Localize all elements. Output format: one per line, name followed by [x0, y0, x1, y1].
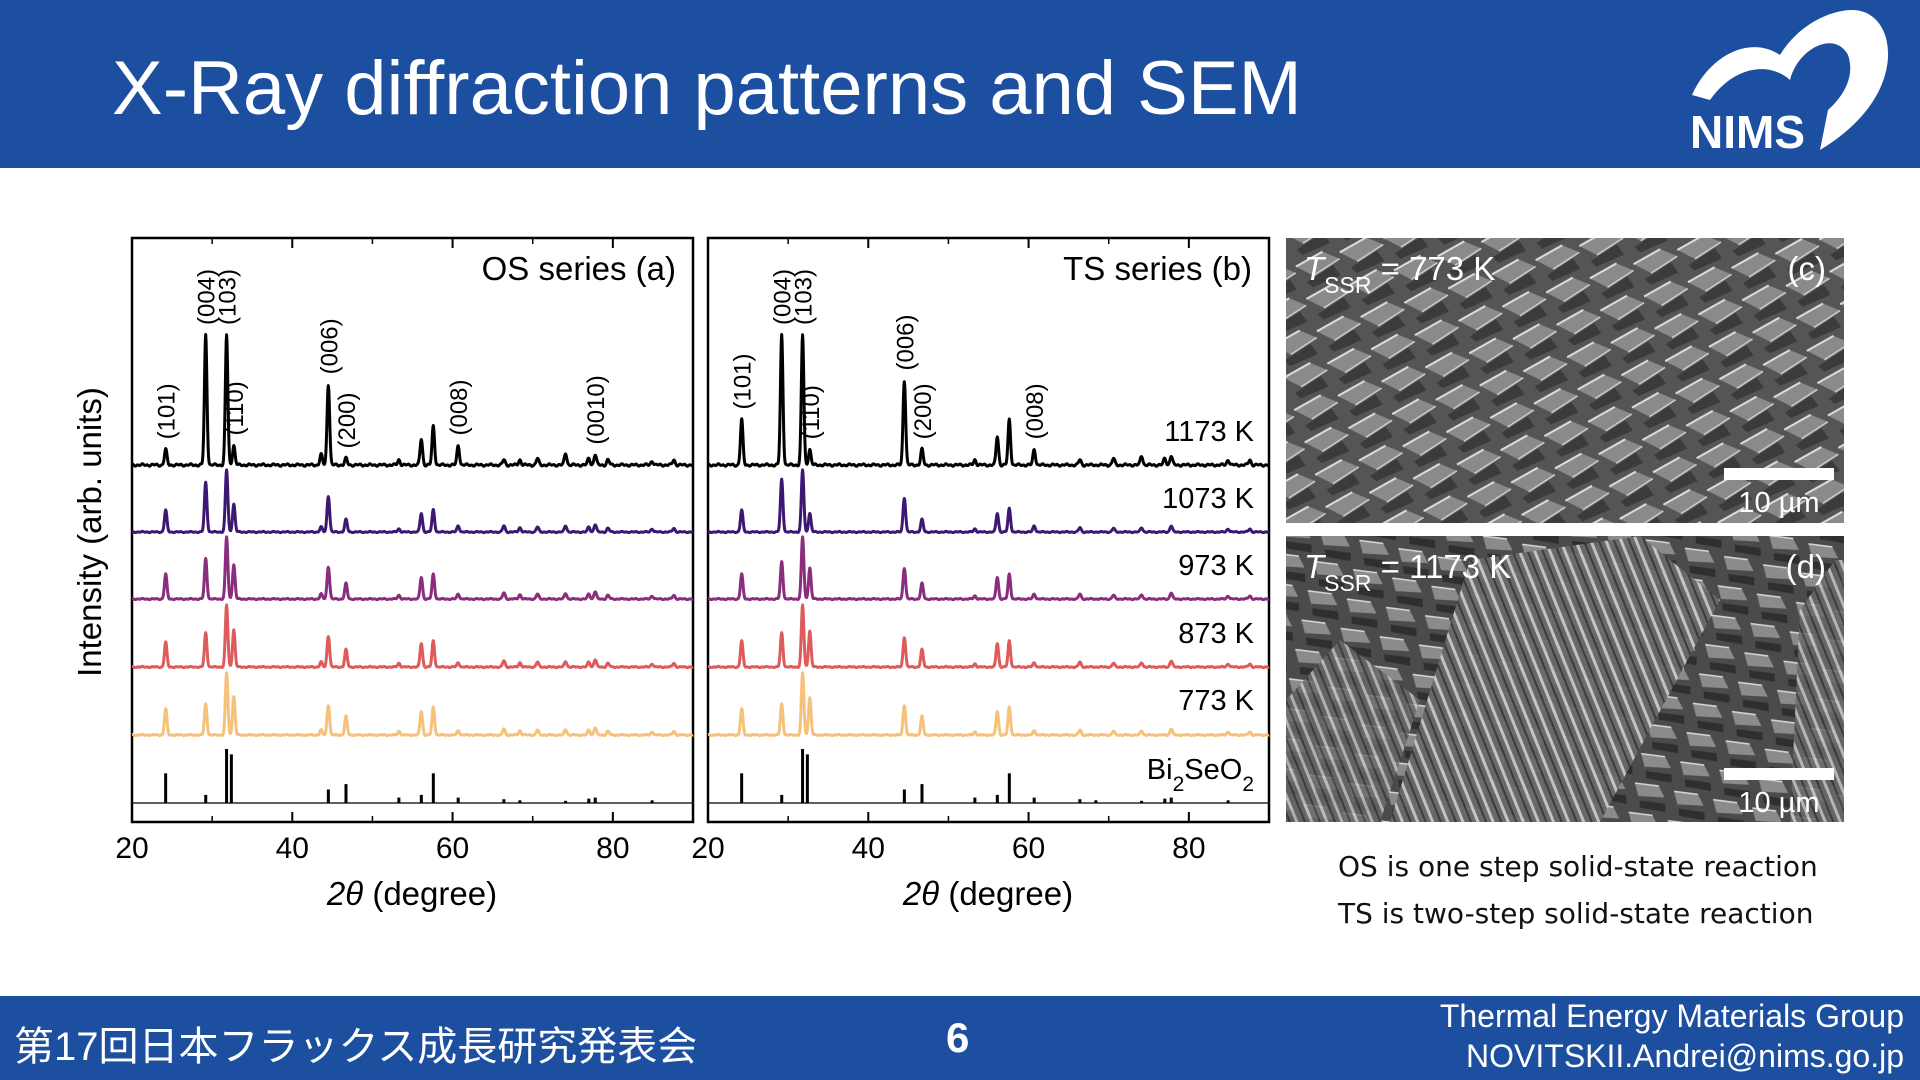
- peak-label: (103): [791, 269, 818, 325]
- note-os: OS is one step solid-state reaction: [1338, 850, 1818, 883]
- xrd-figure: Intensity (arb. units) 20 40 60 80 (101) (004…: [71, 236, 1844, 912]
- x-tick-label: 80: [1172, 832, 1205, 865]
- panel-b-label: TS series (b): [1063, 250, 1252, 287]
- panel-a: 20 40 60 80 (101) (004)(103) (110) (006) (200) (0…: [115, 238, 695, 865]
- x-tick-label: 60: [1012, 832, 1045, 865]
- x-tick-label: 80: [596, 832, 629, 865]
- scale-bar-d: [1724, 768, 1834, 780]
- xrd-trace-a-1: [130, 468, 695, 535]
- peak-label: (110): [222, 381, 249, 435]
- peak-label: (103): [215, 269, 242, 325]
- peak-label: (200): [334, 392, 361, 448]
- scale-label-d: 10 µm: [1738, 787, 1819, 819]
- xrd-trace-a-4: [130, 671, 695, 738]
- panel-a-label: OS series (a): [482, 250, 676, 287]
- nims-logo: NIMS: [1690, 10, 1889, 158]
- peak-label: (101): [730, 353, 757, 409]
- xrd-trace-b-0: [706, 333, 1271, 468]
- logo-text: NIMS: [1690, 106, 1805, 158]
- x-tick-label: 40: [276, 832, 309, 865]
- reference-label: Bi2SeO2: [1147, 754, 1254, 796]
- email: NOVITSKII.Andrei@nims.go.jp: [1466, 1038, 1904, 1074]
- xrd-trace-b-1: [706, 468, 1271, 535]
- conference-name: 第17回日本フラックス成長研究発表会: [14, 1025, 698, 1069]
- x-tick-label: 20: [115, 832, 148, 865]
- sem-d-label: (d): [1786, 548, 1826, 585]
- x-tick-label: 40: [852, 832, 885, 865]
- sem-image-d: 10 µm TSSR = 1173 K (d): [1286, 536, 1844, 822]
- peak-label: (008): [446, 379, 473, 435]
- sem-image-c: 10 µm TSSR = 773 K (c): [1286, 238, 1844, 523]
- y-axis-label: Intensity (arb. units): [71, 387, 108, 677]
- slide-title: X-Ray diffraction patterns and SEM: [112, 46, 1302, 131]
- temp-label-1073: 1073 K: [1162, 483, 1255, 515]
- temp-label-773: 773 K: [1178, 685, 1254, 717]
- footer-contact: Thermal Energy Materials Group NOVITSKII…: [1440, 996, 1904, 1076]
- xrd-trace-b-2: [706, 535, 1271, 602]
- panel-b-frame: [706, 236, 1271, 824]
- x-axis-label-b: 2θ (degree): [902, 875, 1073, 912]
- panel-b: 20 40 60 80 (101) (004)(103) (110) (006) (200) (0…: [691, 238, 1271, 865]
- xrd-trace-a-0: [130, 333, 695, 468]
- peak-label: (008): [1022, 383, 1049, 439]
- x-tick-label: 20: [691, 832, 724, 865]
- temp-label-973: 973 K: [1178, 550, 1254, 582]
- note-ts: TS is two-step solid-state reaction: [1338, 897, 1814, 930]
- peak-label: (110): [798, 385, 825, 439]
- xrd-trace-b-3: [706, 603, 1271, 670]
- scale-bar-c: [1724, 468, 1834, 480]
- slide-footer: 第17回日本フラックス成長研究発表会 6 Thermal Energy Mate…: [0, 996, 1920, 1080]
- scale-label-c: 10 µm: [1738, 487, 1819, 519]
- peak-label: (004): [194, 269, 221, 325]
- peak-label: (006): [316, 318, 343, 374]
- slide-header: X-Ray diffraction patterns and SEM NIMS: [0, 0, 1920, 168]
- temp-label-1173: 1173 K: [1164, 416, 1254, 448]
- peak-label: (200): [910, 383, 937, 439]
- panel-a-frame: [130, 236, 695, 824]
- sem-c-temperature: TSSR = 773 K: [1304, 250, 1495, 298]
- xrd-trace-b-4: [706, 671, 1271, 738]
- group-name: Thermal Energy Materials Group: [1439, 998, 1904, 1034]
- peak-label: (0010): [583, 375, 610, 444]
- sem-c-label: (c): [1788, 250, 1826, 287]
- x-axis-label-a: 2θ (degree): [326, 875, 497, 912]
- xrd-trace-a-2: [130, 535, 695, 602]
- peak-label: (101): [154, 383, 181, 439]
- page-number: 6: [946, 1014, 970, 1061]
- temp-label-873: 873 K: [1178, 618, 1254, 650]
- peak-label: (004): [770, 269, 797, 325]
- sem-d-temperature: TSSR = 1173 K: [1304, 548, 1511, 596]
- xrd-trace-a-3: [130, 603, 695, 670]
- peak-label: (006): [892, 314, 919, 370]
- x-tick-label: 60: [436, 832, 469, 865]
